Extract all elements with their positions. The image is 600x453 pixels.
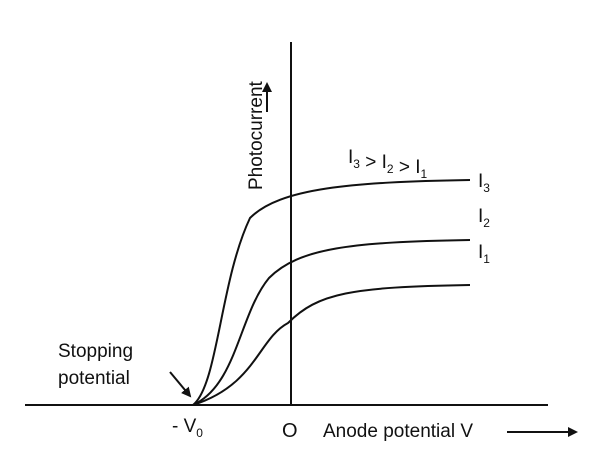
curve-i3 xyxy=(192,179,471,406)
x-axis-label: Anode potential V xyxy=(323,421,473,442)
curve-group xyxy=(192,179,471,406)
stopping-potential-arrow xyxy=(169,371,192,398)
curve-i2 xyxy=(192,239,471,406)
series-label-i3: I3 xyxy=(478,171,490,195)
annotation-line2: potential xyxy=(58,368,130,389)
annotation-line1: Stopping xyxy=(58,341,133,362)
series-label-i2: I2 xyxy=(478,206,490,230)
y-axis-label: Photocurrent xyxy=(246,80,267,190)
origin-label: O xyxy=(282,420,298,442)
intensity-relation: I3 > I2 > I1 xyxy=(348,147,428,181)
series-label-i1: I1 xyxy=(478,242,490,266)
stopping-potential-tick-label: - V0 xyxy=(172,416,203,440)
curve-i1 xyxy=(192,284,471,406)
